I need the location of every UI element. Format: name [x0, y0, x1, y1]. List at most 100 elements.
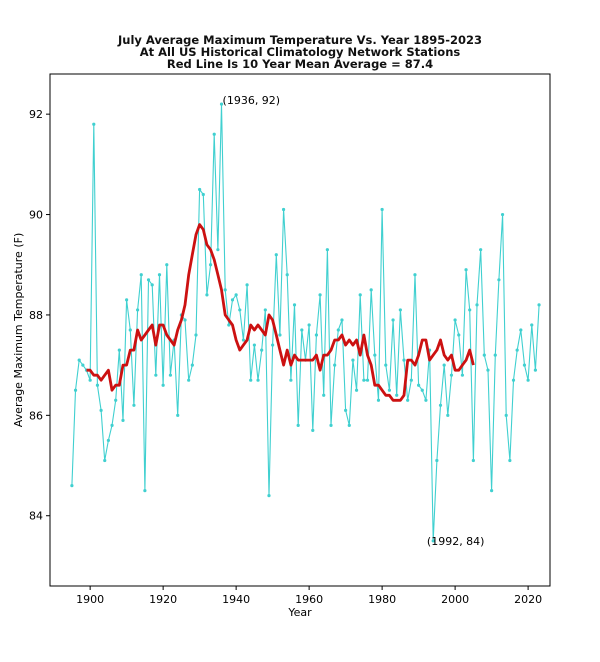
data-point	[92, 122, 96, 126]
data-point	[504, 413, 508, 417]
data-point	[497, 278, 501, 282]
data-point	[198, 187, 202, 192]
data-point	[511, 378, 516, 382]
data-point	[190, 363, 194, 367]
data-point	[344, 408, 348, 412]
data-point	[460, 373, 465, 377]
data-point	[486, 368, 490, 372]
data-point	[384, 363, 388, 367]
data-point	[420, 388, 424, 392]
data-point	[314, 333, 319, 337]
data-point	[241, 338, 246, 342]
data-point	[238, 308, 242, 312]
data-point	[212, 132, 216, 136]
x-tick-label: 2000	[441, 593, 469, 606]
data-point	[154, 373, 158, 377]
chart-title-line-1: July Average Maximum Temperature Vs. Yea…	[117, 33, 482, 47]
axis-ticks: 1900 1920 1940 1960 1980 2000 2020 84 86 88 90 92	[29, 108, 542, 606]
data-point	[263, 308, 267, 312]
data-point	[311, 428, 315, 432]
data-point	[362, 378, 366, 382]
chart-title-line-2: At All US Historical Climatology Network…	[139, 45, 461, 59]
data-point	[194, 333, 198, 337]
data-point	[128, 328, 132, 332]
data-point	[70, 484, 74, 488]
data-point	[471, 458, 475, 463]
data-point	[438, 403, 443, 407]
data-point	[406, 398, 410, 402]
data-point	[117, 348, 121, 352]
y-tick-label: 86	[29, 409, 43, 422]
data-point	[402, 358, 406, 362]
data-point	[245, 283, 249, 287]
data-point	[424, 398, 428, 402]
data-point	[530, 323, 534, 327]
data-point	[453, 318, 457, 322]
data-point	[347, 423, 351, 427]
data-point	[333, 363, 337, 367]
data-point	[292, 303, 297, 307]
data-point	[227, 323, 231, 327]
data-point	[336, 328, 340, 332]
data-point	[369, 288, 373, 292]
data-point	[135, 308, 140, 312]
data-point	[296, 423, 300, 427]
data-point	[380, 207, 384, 212]
series-layer	[70, 102, 541, 543]
data-point	[475, 303, 479, 307]
y-tick-label: 84	[29, 510, 43, 523]
data-point	[482, 353, 486, 357]
data-point	[464, 268, 468, 272]
data-point	[533, 368, 538, 372]
data-point	[329, 423, 333, 427]
data-point	[300, 328, 304, 332]
y-tick-label: 90	[29, 209, 43, 222]
data-point	[526, 378, 530, 382]
data-point	[252, 343, 256, 347]
data-point	[208, 263, 213, 267]
x-tick-label: 1980	[368, 593, 396, 606]
data-point	[165, 263, 169, 267]
data-point	[223, 288, 227, 292]
data-point	[395, 393, 399, 397]
data-point	[271, 343, 275, 347]
data-point	[150, 283, 154, 287]
data-point	[449, 373, 454, 377]
data-point	[183, 318, 187, 322]
data-point	[77, 358, 81, 362]
data-point	[73, 388, 78, 392]
data-point	[139, 273, 143, 277]
plot-frame	[49, 73, 551, 587]
annotations: (1936, 92) (1992, 84)	[223, 94, 485, 548]
data-point	[325, 248, 329, 252]
data-point	[201, 192, 205, 197]
data-point	[205, 293, 209, 297]
data-point	[522, 363, 527, 367]
data-point	[121, 418, 125, 422]
data-point	[435, 458, 439, 463]
chart-title-line-3: Red Line Is 10 Year Mean Average = 87.4	[166, 57, 434, 71]
data-point	[508, 458, 512, 463]
data-point	[354, 388, 359, 392]
x-tick-label: 1960	[295, 593, 323, 606]
data-point	[132, 403, 136, 407]
data-point	[500, 212, 505, 217]
data-point	[146, 278, 151, 282]
data-point	[351, 358, 355, 362]
data-point	[267, 494, 271, 498]
data-point	[161, 383, 165, 387]
data-point	[88, 378, 92, 382]
data-point	[114, 398, 118, 402]
data-point	[519, 328, 523, 332]
data-point	[168, 373, 173, 377]
data-point	[417, 383, 421, 387]
data-point	[216, 248, 220, 252]
data-point	[358, 293, 362, 297]
data-point	[103, 458, 107, 463]
data-point	[260, 348, 264, 352]
data-point	[457, 333, 461, 337]
data-point	[413, 273, 417, 277]
data-point	[256, 378, 260, 382]
